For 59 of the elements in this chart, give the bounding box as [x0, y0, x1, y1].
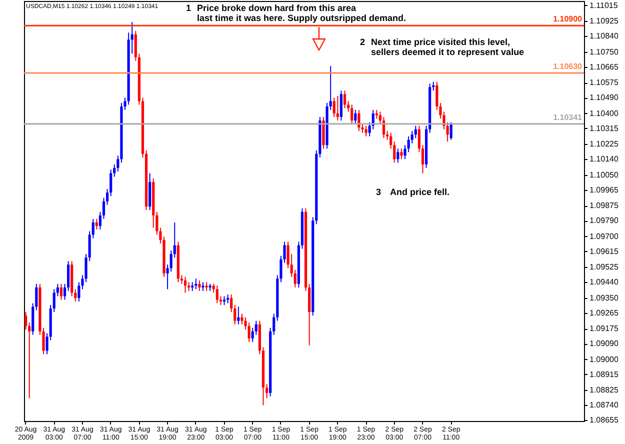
candlestick — [332, 97, 336, 118]
annotation: Next time price visited this level, sellers deemed it to represent value — [371, 37, 524, 57]
y-tick-label: 1.08740 — [590, 400, 619, 410]
annotation: Price broke down hard from this area last time it was here. Supply outsripped demand. — [197, 3, 406, 23]
annotation: 1 — [186, 3, 192, 13]
y-tick-label: 1.10840 — [590, 32, 619, 41]
ref-line-label: 1.10900 — [553, 14, 583, 24]
y-tick-label: 1.08655 — [590, 416, 619, 425]
annotation: 3 — [376, 187, 382, 197]
candlestick — [184, 276, 187, 294]
y-tick-label: 1.10490 — [590, 93, 619, 102]
ref-line-label: 1.10630 — [553, 62, 583, 72]
annotation: 2 — [360, 37, 366, 47]
y-tick-label: 1.09175 — [590, 324, 619, 334]
y-tick-label: 1.10140 — [590, 154, 619, 164]
y-tick-label: 1.08825 — [590, 386, 619, 395]
candlestick — [400, 148, 403, 160]
y-tick-label: 1.10315 — [590, 124, 619, 133]
y-tick-label: 1.09965 — [590, 185, 619, 194]
candlestick — [396, 148, 400, 164]
y-tick-label: 1.10225 — [590, 140, 619, 149]
candlestick — [198, 280, 201, 292]
y-tick-label: 1.09790 — [590, 216, 619, 226]
candlestick — [95, 218, 98, 230]
candlestick — [265, 384, 268, 399]
y-tick-label: 1.09875 — [590, 201, 619, 210]
y-tick-label: 1.10925 — [590, 16, 619, 26]
y-tick-label: 1.10665 — [590, 62, 619, 72]
candlestick — [248, 322, 250, 342]
y-tick-label: 1.09090 — [590, 339, 619, 348]
candlestick — [350, 104, 354, 125]
candlestick — [78, 282, 80, 302]
y-tick-label: 1.09700 — [590, 232, 619, 241]
y-tick-label: 1.09615 — [590, 246, 619, 256]
y-tick-label: 1.08915 — [590, 370, 619, 379]
y-tick-label: 1.10400 — [590, 108, 619, 118]
candlestick — [60, 283, 63, 300]
y-tick-label: 1.10750 — [590, 47, 619, 56]
y-tick-label: 1.09265 — [590, 308, 619, 318]
candlestick — [340, 90, 343, 121]
y-tick-label: 1.11015 — [590, 0, 618, 10]
candlestick — [450, 122, 452, 140]
candlestick — [343, 90, 346, 109]
candlestick — [216, 285, 218, 304]
y-tick-label: 1.10575 — [590, 78, 619, 88]
candlestick — [24, 312, 28, 330]
candlestick — [336, 95, 339, 121]
y-tick-label: 1.10050 — [590, 170, 619, 180]
annotation: And price fell. — [390, 187, 450, 197]
candlestick — [414, 125, 417, 139]
y-tick-label: 1.09350 — [590, 293, 619, 302]
y-tick-label: 1.09525 — [590, 262, 619, 272]
ref-line-label: 1.10341 — [553, 112, 583, 122]
y-tick-label: 1.09000 — [590, 354, 619, 364]
y-tick-label: 1.09440 — [590, 278, 619, 287]
candlestick — [364, 125, 368, 137]
candlestick — [237, 306, 240, 325]
candlestick — [354, 109, 357, 125]
candlestick — [254, 320, 258, 336]
